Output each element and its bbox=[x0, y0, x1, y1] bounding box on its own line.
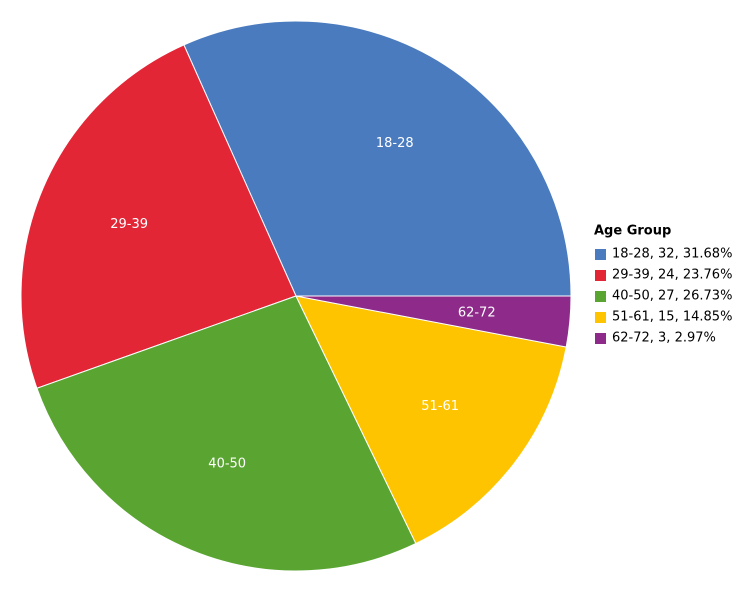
legend-label: 18-28, 32, 31.68% bbox=[612, 247, 732, 262]
legend-title: Age Group bbox=[594, 224, 671, 239]
pie-slice bbox=[36, 295, 417, 572]
legend-swatch bbox=[595, 312, 606, 323]
legend-swatch bbox=[595, 270, 606, 281]
slice-label: 51-61 bbox=[421, 399, 459, 414]
legend-swatch bbox=[595, 333, 606, 344]
slice-label: 62-72 bbox=[458, 305, 496, 320]
slice-label: 18-28 bbox=[376, 136, 414, 151]
legend-swatch bbox=[595, 291, 606, 302]
legend-label: 62-72, 3, 2.97% bbox=[612, 331, 716, 346]
slice-label: 40-50 bbox=[208, 456, 246, 471]
slice-label: 29-39 bbox=[110, 217, 148, 232]
pie-slice bbox=[20, 44, 297, 389]
legend-swatch bbox=[595, 249, 606, 260]
legend-label: 51-61, 15, 14.85% bbox=[612, 310, 732, 325]
pie-slice bbox=[295, 295, 572, 348]
pie-slice bbox=[183, 20, 572, 297]
legend-label: 29-39, 24, 23.76% bbox=[612, 268, 732, 283]
pie-slice bbox=[295, 295, 567, 545]
legend-label: 40-50, 27, 26.73% bbox=[612, 289, 732, 304]
